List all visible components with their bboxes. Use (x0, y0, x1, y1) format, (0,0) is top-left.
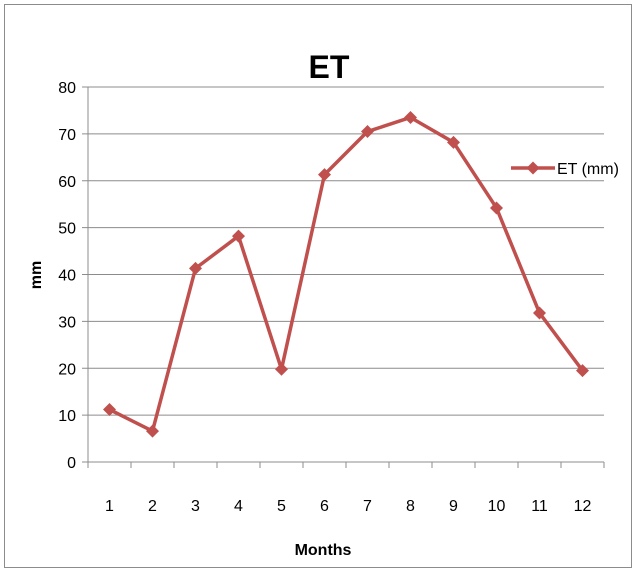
series-layer (103, 110, 589, 438)
x-tick-label: 4 (234, 498, 243, 515)
grid-lines (88, 86, 604, 416)
data-point (490, 201, 503, 215)
data-point (361, 125, 374, 139)
y-tick-label: 30 (58, 314, 76, 331)
x-tick-labels: 1 2 3 4 5 6 7 8 9 10 11 12 (105, 498, 591, 515)
y-tick-label: 70 (58, 127, 76, 144)
y-tick-label: 10 (58, 408, 76, 425)
x-tick-label: 12 (574, 498, 592, 515)
data-point (275, 362, 288, 376)
x-tick-label: 11 (531, 498, 548, 515)
legend-label: ET (mm) (557, 161, 619, 178)
x-tick-label: 7 (363, 498, 372, 515)
chart-title: ET (309, 49, 350, 85)
x-tick-label: 10 (488, 498, 506, 515)
data-point (103, 403, 116, 416)
data-point (404, 110, 417, 124)
data-point (189, 261, 202, 275)
y-tick-label: 0 (67, 455, 76, 472)
axes (82, 86, 605, 468)
x-axis-title: Months (295, 542, 352, 559)
x-tick-label: 5 (277, 498, 286, 515)
x-tick-label: 2 (148, 498, 157, 515)
y-tick-label: 20 (58, 361, 76, 378)
y-tick-label: 50 (58, 221, 76, 238)
data-point (447, 135, 460, 149)
y-tick-label: 80 (58, 80, 76, 97)
series-line (108, 115, 584, 433)
legend: ET (mm) (511, 161, 619, 178)
data-point (576, 364, 589, 378)
y-axis-title: mm (28, 261, 45, 289)
y-tick-label: 40 (58, 268, 76, 285)
y-tick-label: 60 (58, 174, 76, 191)
x-tick-label: 3 (191, 498, 200, 515)
x-tick-label: 6 (320, 498, 329, 515)
data-point (533, 306, 546, 320)
x-tick-label: 9 (449, 498, 458, 515)
x-tick-label: 1 (105, 498, 114, 515)
legend-marker (526, 161, 540, 175)
data-point (318, 168, 331, 182)
x-tick-label: 8 (406, 498, 415, 515)
y-tick-labels: 0 10 20 30 40 50 60 70 80 (58, 80, 76, 472)
data-point (232, 229, 245, 243)
data-point (146, 424, 159, 438)
